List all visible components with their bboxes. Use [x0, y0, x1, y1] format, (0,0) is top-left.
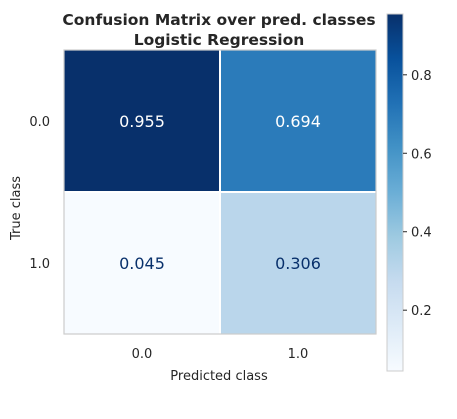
heatmap-cell — [220, 192, 377, 335]
heatmap-cells: 0.955 0.694 0.045 0.306 — [64, 50, 377, 335]
cell-value-label: 0.045 — [119, 254, 165, 273]
colorbar — [386, 13, 404, 372]
chart-subtitle: Logistic Regression — [134, 31, 305, 49]
colorbar-tick-label: 0.6 — [411, 147, 432, 162]
heatmap-cell — [220, 50, 377, 193]
plot-frame — [63, 49, 377, 335]
y-tick-label: 1.0 — [29, 257, 50, 272]
cell-value-label: 0.306 — [275, 254, 321, 273]
y-axis-label: True class — [9, 176, 24, 241]
colorbar-tick-label: 0.4 — [411, 226, 432, 241]
colorbar-tick-label: 0.2 — [411, 304, 432, 319]
x-axis-label: Predicted class — [170, 369, 268, 384]
cell-value-label: 0.955 — [119, 112, 165, 131]
y-ticks: 0.0 1.0 — [29, 115, 50, 272]
colorbar-tick-label: 0.8 — [411, 69, 432, 84]
heatmap-cell — [64, 50, 221, 193]
cell-value-label: 0.694 — [275, 112, 321, 131]
x-tick-label: 1.0 — [288, 347, 309, 362]
x-ticks: 0.0 1.0 — [132, 347, 309, 362]
colorbar-ticks: 0.2 0.4 0.6 0.8 — [403, 69, 432, 319]
x-tick-label: 0.0 — [132, 347, 153, 362]
chart-title: Confusion Matrix over pred. classes — [62, 11, 375, 29]
y-tick-label: 0.0 — [29, 115, 50, 130]
heatmap-cell — [64, 192, 221, 335]
